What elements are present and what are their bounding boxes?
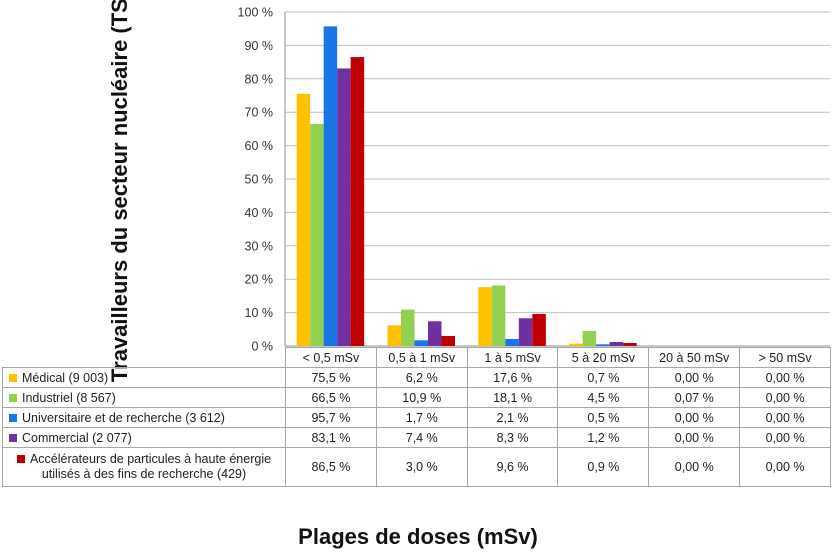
legend-swatch (9, 393, 17, 402)
x-tick-label: 5 à 20 mSv (557, 347, 650, 368)
x-axis-title: Plages de doses (mSv) (298, 524, 538, 549)
bar (441, 335, 455, 346)
bar (623, 342, 637, 346)
data-label: 0,00 % (648, 427, 741, 448)
data-label: 0,00 % (648, 367, 741, 388)
bar (414, 340, 428, 346)
table-corner (2, 347, 286, 368)
bar (323, 26, 338, 346)
y-tick-label: 70 % (245, 106, 274, 120)
y-tick-label: 30 % (245, 239, 274, 253)
bar (387, 325, 401, 346)
data-label: 8,3 % (466, 427, 559, 448)
bar (609, 341, 624, 346)
legend-swatch (9, 373, 17, 382)
data-label: 3,0 % (375, 447, 468, 487)
x-tick-label: < 0,5 mSv (285, 347, 377, 368)
y-tick-label: 10 % (245, 306, 274, 320)
data-label: 0,00 % (739, 427, 831, 448)
legend-entry: Médical (9 003) (2, 367, 286, 388)
legend-entry: Commercial (2 077) (2, 427, 286, 448)
y-tick-label: 50 % (245, 173, 274, 187)
data-label: 0,00 % (739, 407, 831, 428)
data-label: 95,7 % (285, 407, 377, 428)
x-tick-label: 20 à 50 mSv (648, 347, 741, 368)
data-label: 66,5 % (285, 387, 377, 408)
data-label: 6,2 % (375, 367, 468, 388)
data-label: 0,5 % (557, 407, 650, 428)
data-label: 86,5 % (285, 447, 377, 487)
y-tick-label: 60 % (245, 139, 274, 153)
x-tick-label: > 50 mSv (739, 347, 831, 368)
data-label: 0,07 % (648, 387, 741, 408)
data-label: 0,9 % (557, 447, 650, 487)
bar (569, 343, 583, 346)
y-tick-label: 90 % (245, 39, 274, 53)
bar (310, 123, 324, 346)
y-axis-title: Travailleurs du secteur nucléaire (TSN) (107, 0, 133, 382)
legend-swatch (9, 433, 17, 442)
data-label: 0,00 % (648, 407, 741, 428)
data-label: 75,5 % (285, 367, 377, 388)
data-label: 0,00 % (739, 387, 831, 408)
legend-label: Universitaire et de recherche (3 612) (22, 410, 225, 425)
bar (350, 57, 365, 347)
data-label: 10,9 % (375, 387, 468, 408)
legend-label: Commercial (2 077) (22, 430, 132, 445)
legend-label: Accélérateurs de particules à haute éner… (29, 452, 272, 481)
y-tick-label: 80 % (245, 72, 274, 86)
data-label: 1,2 % (557, 427, 650, 448)
bar (596, 344, 610, 346)
y-tick-label: 20 % (245, 273, 274, 287)
bar (401, 309, 415, 346)
data-label: 7,4 % (375, 427, 468, 448)
data-label: 0,00 % (648, 447, 741, 487)
data-label: 4,5 % (557, 387, 650, 408)
bar (532, 313, 546, 346)
y-tick-label: 100 % (238, 6, 273, 20)
bar (505, 338, 519, 346)
data-label: 0,00 % (739, 447, 831, 487)
legend-entry: Accélérateurs de particules à haute éner… (2, 447, 286, 487)
data-label: 9,6 % (466, 447, 559, 487)
table-row: Commercial (2 077) 83,1 % 7,4 % 8,3 % 1,2 % 0… (2, 427, 831, 448)
y-axis-title-container: Travailleurs du secteur nucléaire (TSN) (60, 0, 180, 382)
data-label: 17,6 % (466, 367, 559, 388)
data-label: 0,7 % (557, 367, 650, 388)
table-row: Universitaire et de recherche (3 612) 95,… (2, 407, 831, 428)
legend-swatch (16, 455, 25, 463)
x-tick-label: 0,5 à 1 mSv (375, 347, 468, 368)
legend-entry: Industriel (8 567) (2, 387, 286, 408)
bar (582, 330, 597, 346)
data-label: 18,1 % (466, 387, 559, 408)
data-label: 0,00 % (739, 367, 831, 388)
legend-entry: Universitaire et de recherche (3 612) (2, 407, 286, 428)
data-table: < 0,5 mSv 0,5 à 1 mSv 1 à 5 mSv 5 à 20 mSv 2… (2, 347, 831, 487)
legend-swatch (9, 413, 17, 422)
y-tick-label: 40 % (245, 206, 274, 220)
legend-label: Médical (9 003) (22, 370, 109, 385)
table-row: Médical (9 003) 75,5 % 6,2 % 17,6 % 0,7 % 0,0… (2, 367, 831, 388)
bar (478, 287, 492, 346)
bar (296, 93, 311, 346)
data-label: 2,1 % (466, 407, 559, 428)
bar (337, 68, 351, 347)
bar (518, 318, 533, 346)
data-label: 1,7 % (375, 407, 468, 428)
table-row: Industriel (8 567) 66,5 % 10,9 % 18,1 % 4,5 … (2, 387, 831, 408)
x-tick-label: 1 à 5 mSv (466, 347, 559, 368)
legend-label: Industriel (8 567) (22, 390, 116, 405)
data-label: 83,1 % (285, 427, 377, 448)
bar (491, 285, 506, 346)
table-row: Accélérateurs de particules à haute éner… (2, 447, 831, 487)
bar (428, 321, 442, 346)
